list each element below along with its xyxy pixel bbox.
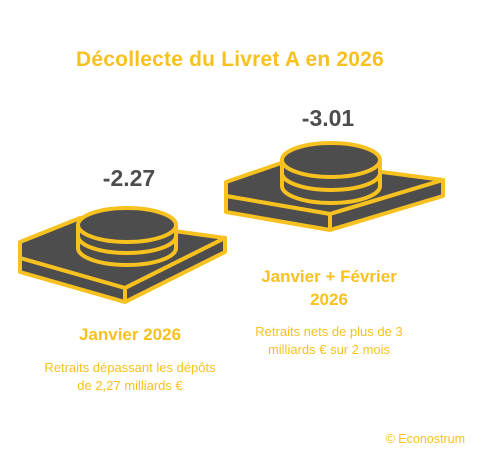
period-label-jan-feb: Janvier + Février 2026: [261, 267, 397, 309]
value-label-january: -2.27: [102, 165, 156, 191]
coin-stack-right: [280, 141, 382, 205]
source-credit: © Econostrum: [385, 432, 465, 446]
value-label-jan-feb: -3.01: [301, 105, 355, 131]
description-jan-feb: Retraits nets de plus de 3 milliards € s…: [255, 324, 403, 357]
chart-title: Décollecte du Livret A en 2026: [76, 48, 384, 71]
coin-stack-left: [76, 206, 178, 267]
description-january: Retraits dépassant les dépôts de 2,27 mi…: [44, 360, 216, 393]
period-label-january: Janvier 2026: [78, 325, 182, 344]
